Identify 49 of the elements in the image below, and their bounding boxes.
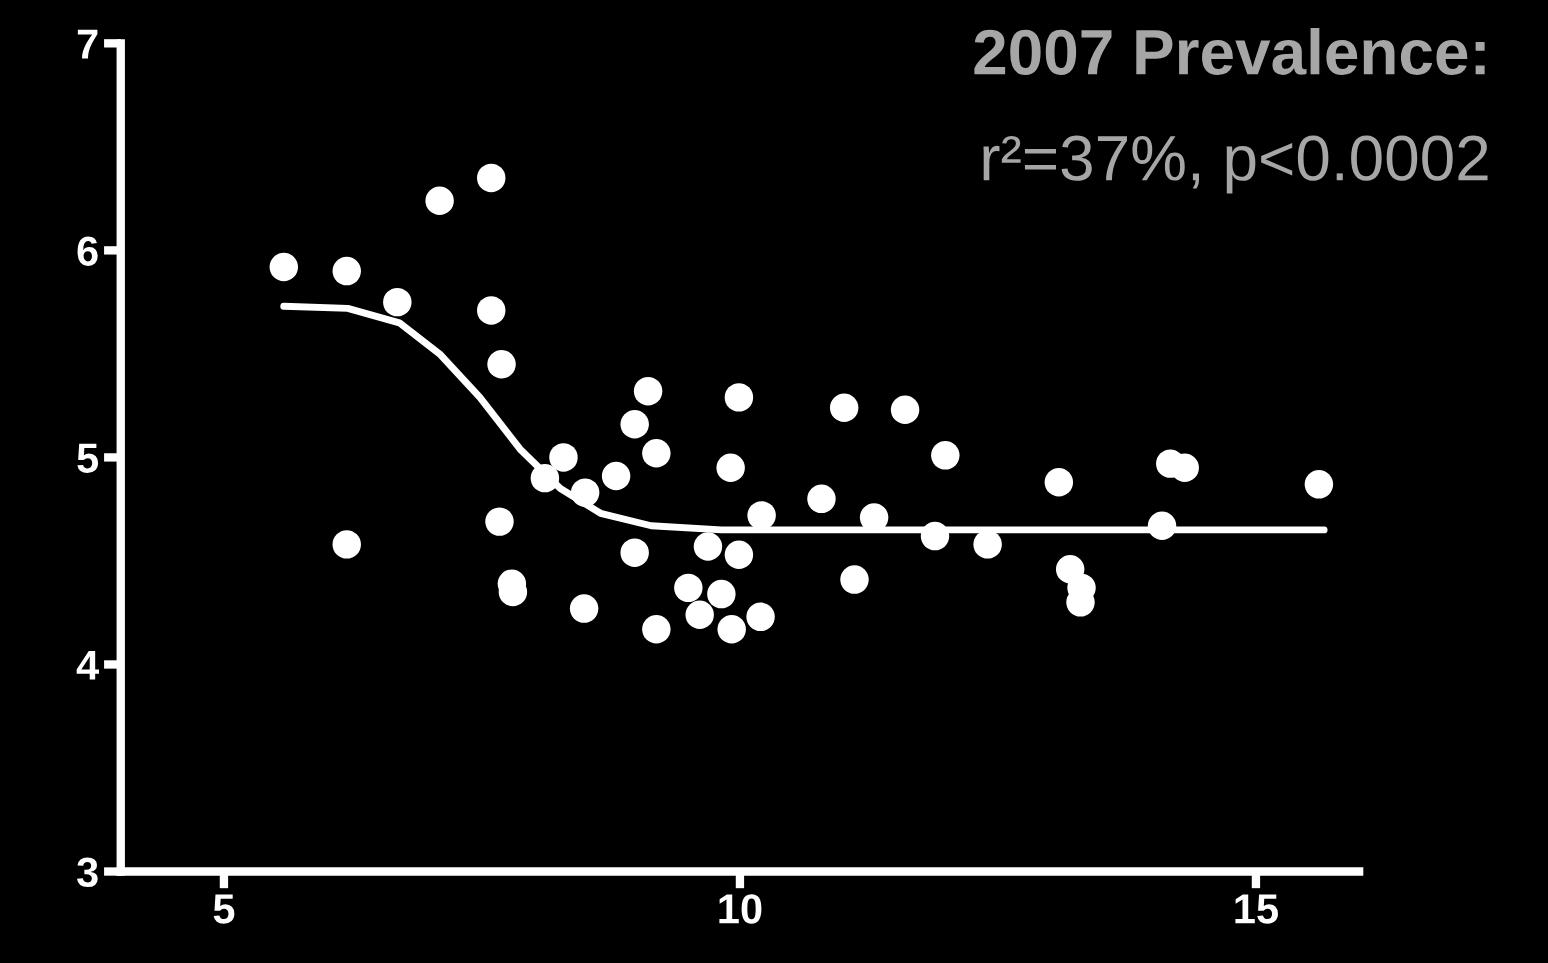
point [633, 376, 663, 406]
point [747, 501, 776, 530]
point [601, 461, 631, 491]
point [383, 287, 412, 317]
point [685, 600, 714, 630]
point [425, 186, 454, 215]
point [693, 532, 723, 561]
point [477, 163, 506, 193]
point [724, 540, 754, 569]
point [746, 602, 775, 632]
point [269, 252, 299, 282]
point [1304, 470, 1334, 499]
x-tick-label: 10 [719, 894, 762, 924]
point [620, 538, 649, 567]
point [1147, 511, 1177, 540]
point [332, 530, 361, 559]
y-tick-label: 5 [77, 443, 99, 473]
point [717, 615, 746, 644]
y-tick-label: 3 [77, 857, 98, 888]
point [973, 530, 1002, 559]
y-tick-label: 6 [77, 236, 98, 266]
point [642, 439, 671, 468]
point [549, 443, 578, 472]
y-tick-label: 7 [77, 29, 98, 59]
point [620, 410, 649, 439]
x-tick-label: 15 [1235, 894, 1278, 924]
point [530, 463, 560, 493]
point [724, 383, 754, 412]
point [931, 441, 960, 470]
x-tick-label: 5 [213, 894, 235, 924]
point [890, 395, 920, 425]
point [716, 453, 745, 483]
point [477, 296, 506, 325]
point [332, 256, 361, 286]
point [487, 350, 516, 379]
point [807, 484, 836, 514]
point [570, 478, 600, 507]
point [674, 573, 703, 603]
point [1044, 468, 1074, 497]
chart-title: 2007 Prevalence: [974, 28, 1485, 75]
point [707, 579, 736, 609]
point [829, 393, 859, 422]
point [569, 594, 599, 623]
text: r²=37%, p<0.0002 [983, 135, 1488, 194]
point [920, 521, 950, 551]
point [840, 565, 869, 594]
point [485, 507, 514, 536]
y-tick-label: 4 [76, 650, 99, 680]
point [642, 615, 671, 644]
